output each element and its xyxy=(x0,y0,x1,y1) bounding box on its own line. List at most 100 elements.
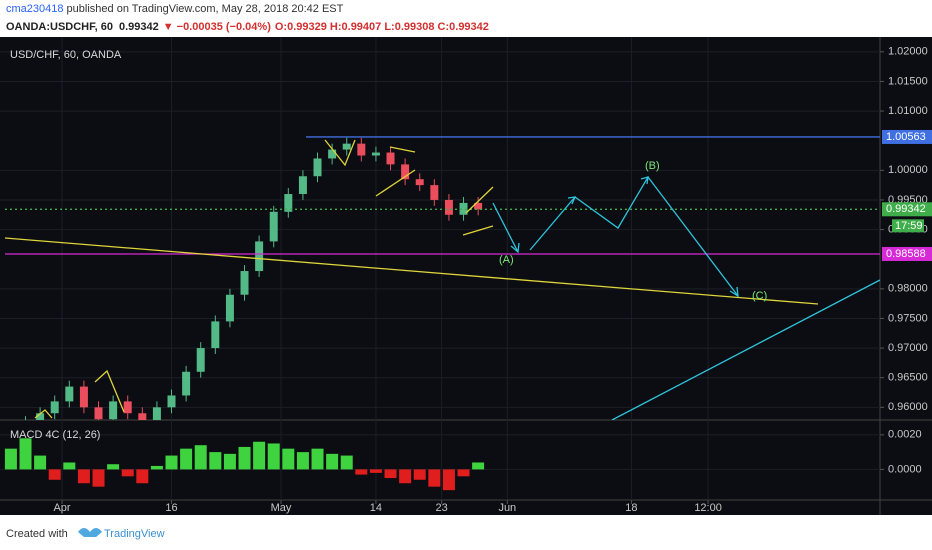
pattern-line xyxy=(324,139,356,167)
candle-body xyxy=(123,401,132,414)
pattern-line xyxy=(462,225,494,236)
candle-body xyxy=(225,294,234,322)
macd-bar xyxy=(384,469,397,479)
channel-line xyxy=(611,279,880,420)
header-line: cma230418 published on TradingView.com, … xyxy=(6,3,344,15)
pattern-line xyxy=(465,186,494,214)
x-tick-label: 14 xyxy=(370,502,382,514)
arrow-head xyxy=(567,196,577,205)
macd-bar xyxy=(442,469,455,491)
wave-label: (B) xyxy=(645,160,660,172)
author[interactable]: cma230418 xyxy=(6,3,64,15)
macd-bar xyxy=(296,452,309,470)
candle-body xyxy=(328,149,337,159)
macd-bar xyxy=(282,448,295,470)
y-tick-label: 1.01500 xyxy=(888,75,928,87)
ohlc: O:0.99329 H:0.99407 L:0.99308 C:0.99342 xyxy=(275,21,489,33)
macd-bar xyxy=(355,469,368,475)
candle-body xyxy=(459,202,468,215)
wave-label: (A) xyxy=(499,254,514,266)
candle-body xyxy=(167,395,176,408)
countdown-box xyxy=(892,219,924,233)
y-tick-label: 0.98000 xyxy=(888,283,928,295)
candle-body xyxy=(357,143,366,156)
macd-bar xyxy=(165,455,178,470)
macd-bar xyxy=(369,469,382,473)
macd-bar xyxy=(472,462,485,470)
footer-bg xyxy=(0,515,932,550)
macd-bar xyxy=(209,452,222,470)
macd-bar xyxy=(107,464,120,470)
pattern-line xyxy=(389,146,416,153)
candle-body xyxy=(109,401,118,420)
candle-body xyxy=(269,211,278,242)
candle-body xyxy=(371,152,380,156)
projection-line xyxy=(492,202,519,253)
x-tick-label: May xyxy=(271,502,292,514)
x-tick-label: 16 xyxy=(165,502,177,514)
y-tick-label: 1.02000 xyxy=(888,46,928,58)
macd-bar xyxy=(253,441,266,470)
y-tick-label: 0.0020 xyxy=(888,429,922,441)
macd-bar xyxy=(457,469,470,477)
candle-body xyxy=(430,185,439,200)
change: ▼ −0.00035 (−0.04%) xyxy=(163,21,271,33)
pattern-line xyxy=(375,169,416,197)
macd-bar xyxy=(136,469,149,484)
macd-bar xyxy=(77,469,90,484)
candle-body xyxy=(298,176,307,195)
countdown: 17:59 xyxy=(895,220,923,232)
macd-bar xyxy=(428,469,441,487)
price-box xyxy=(882,202,932,217)
x-tick-label: Jun xyxy=(498,502,516,514)
candle-body xyxy=(255,241,264,272)
footer-brand[interactable]: TradingView xyxy=(104,528,165,540)
symbol-line: OANDA:USDCHF, 60 0.99342 ▼ −0.00035 (−0.04… xyxy=(6,21,489,33)
macd-bar xyxy=(311,448,324,470)
trend-line xyxy=(4,237,819,305)
candle-body xyxy=(240,271,249,295)
y-tick-label: 0.97000 xyxy=(888,342,928,354)
macd-bar xyxy=(19,438,32,470)
pane-title: USD/CHF, 60, OANDA xyxy=(10,49,122,61)
macd-bar xyxy=(150,465,163,470)
macd-title: MACD 4C (12, 26) xyxy=(10,429,100,441)
macd-bar xyxy=(121,469,134,477)
candle-body xyxy=(386,152,395,165)
wave-label: (C) xyxy=(752,290,767,302)
y-tick-label: 0.96000 xyxy=(888,401,928,413)
candle-body xyxy=(138,413,147,420)
candle-body xyxy=(79,386,88,408)
macd-bar xyxy=(92,469,105,487)
candle-body xyxy=(94,407,103,420)
candle-body xyxy=(342,143,351,150)
candle-body xyxy=(65,386,74,402)
arrow-head xyxy=(640,176,649,185)
macd-bar xyxy=(399,469,412,484)
logo xyxy=(78,528,102,537)
macd-bar xyxy=(223,453,236,470)
candle-body xyxy=(444,199,453,215)
arrow-head xyxy=(729,286,739,298)
published: published on TradingView.com, May 28, 20… xyxy=(64,3,344,15)
projection-line xyxy=(529,175,739,297)
macd-bar xyxy=(48,469,61,480)
symbol: OANDA:USDCHF, 60 xyxy=(6,21,113,33)
macd-bar xyxy=(238,446,251,470)
candle-body xyxy=(415,179,424,186)
macd-bar xyxy=(180,448,193,470)
candle-body xyxy=(211,321,220,349)
price-box xyxy=(882,246,932,261)
price: 0.99342 xyxy=(119,21,159,33)
candle-body xyxy=(152,407,161,420)
candle-body xyxy=(50,401,59,414)
macd-bar xyxy=(267,443,280,470)
candle-body xyxy=(474,202,483,210)
y-tick-label: 0.96500 xyxy=(888,372,928,384)
price-box-label: 1.00563 xyxy=(886,131,926,143)
price-box xyxy=(882,129,932,144)
candle-body xyxy=(196,348,205,372)
y-tick-label: 0.97500 xyxy=(888,312,928,324)
footer-text: Created with xyxy=(6,528,68,540)
